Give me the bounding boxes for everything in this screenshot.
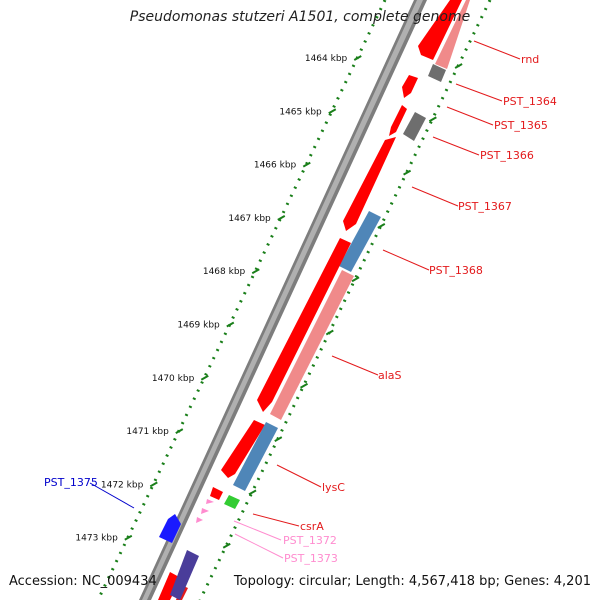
gene-pst1368-blue (339, 211, 381, 272)
ruler-ticks: 1464 kbp 1465 kbp 1466 kbp 1467 kbp 1468 kbp… (75, 54, 463, 549)
gene-pst1365-arrow (389, 105, 407, 136)
ruler-tick-mark (226, 321, 235, 328)
ruler-tick-label: 1466 kbp (254, 161, 297, 171)
ruler-inner-tick-mark (403, 169, 412, 176)
gene-pst1368-arrow (257, 238, 351, 412)
gene-csra-red (210, 487, 223, 500)
genome-backbone (139, 0, 427, 600)
ruler-inner-tick-mark (428, 116, 437, 123)
ruler-tick-label: 1470 kbp (152, 374, 195, 384)
label-rnd: rnd (521, 53, 539, 66)
gene-bottom-navy (170, 550, 199, 600)
label-pst1366: PST_1366 (480, 149, 534, 162)
ruler-tick-mark (328, 108, 337, 115)
ruler-inner-tick-mark (454, 63, 463, 69)
gene-green (224, 495, 240, 509)
ruler-tick-label: 1465 kbp (279, 107, 322, 117)
label-alas: alaS (378, 369, 402, 382)
gene-rnd-arrow (418, 0, 462, 60)
cds-track (158, 0, 470, 600)
ruler-tick-label: 1467 kbp (228, 214, 271, 224)
gene-pst1375-blue (159, 514, 181, 543)
ruler-inner-tick-mark (248, 489, 257, 496)
ruler-dotted-lines (96, 0, 492, 600)
label-lysc: lysC (322, 481, 345, 494)
ruler-tick-mark (200, 374, 209, 381)
gene-pst1373-pink (201, 508, 209, 514)
label-pst1372: PST_1372 (283, 534, 337, 547)
gene-pst1367-arrow (343, 137, 396, 231)
gene-pink-extra (196, 517, 203, 523)
ruler-tick-mark (124, 534, 133, 541)
label-pst1367: PST_1367 (458, 200, 512, 213)
ruler-tick-mark (175, 428, 184, 434)
ruler-inner-tick-mark (222, 542, 231, 549)
ruler-tick-mark (251, 268, 260, 275)
ruler-tick-label: 1473 kbp (75, 534, 118, 544)
ruler-inner-tick-mark (351, 276, 360, 283)
gene-rnd-inner (435, 0, 470, 69)
ruler-tick-mark (277, 215, 286, 221)
genome-summary-text: Topology: circular; Length: 4,567,418 bp… (233, 574, 591, 589)
gene-bottom-red (158, 572, 181, 600)
ruler-inner-tick-mark (300, 382, 309, 389)
label-pst1373: PST_1373 (284, 552, 338, 565)
ruler-inner-tick-mark (377, 223, 386, 229)
accession-text: Accession: NC_009434 (9, 574, 157, 589)
label-pst1368: PST_1368 (429, 264, 483, 277)
gene-lysc-arrow (221, 420, 265, 478)
gene-lysc-blue (233, 422, 278, 491)
ruler-tick-mark (149, 481, 158, 488)
ruler-tick-label: 1464 kbp (305, 54, 348, 64)
ruler-inner-tick-mark (325, 329, 334, 336)
ruler-tick-mark (302, 161, 311, 168)
ruler-tick-label: 1469 kbp (177, 321, 220, 331)
label-pst1365: PST_1365 (494, 119, 548, 132)
map-title: Pseudomonas stutzeri A1501, complete gen… (129, 9, 471, 25)
ruler-tick-mark (353, 55, 362, 61)
ruler-tick-label: 1472 kbp (101, 480, 144, 490)
ruler-inner-tick-mark (274, 436, 283, 442)
inner-dotted-line (198, 0, 492, 600)
ruler-tick-label: 1468 kbp (203, 267, 246, 277)
gene-pst1366-box (403, 112, 426, 141)
gene-pst1372-pink (206, 499, 214, 504)
label-pst1375: PST_1375 (44, 476, 98, 489)
outer-dotted-line (96, 0, 387, 600)
gene-leader-lines (89, 40, 521, 559)
label-csra: csrA (300, 520, 324, 533)
gene-alas-light (270, 270, 354, 420)
gene-pst1364-arrow (402, 75, 418, 98)
gene-pst1364-box (428, 64, 446, 82)
ruler-tick-label: 1471 kbp (126, 427, 169, 437)
label-pst1364: PST_1364 (503, 95, 557, 108)
gene-labels: rnd PST_1364 PST_1365 PST_1366 PST_1367 … (44, 53, 557, 565)
